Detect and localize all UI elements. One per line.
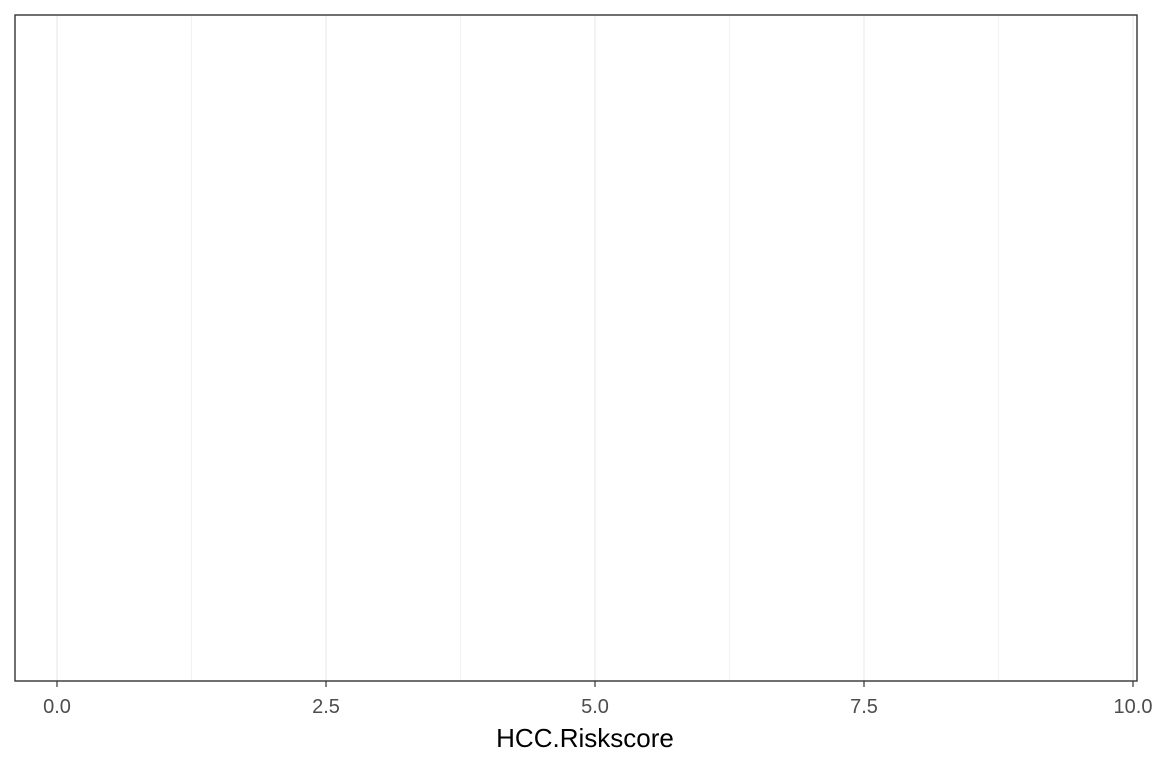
x-axis-tick-labels: 0.0 2.5 5.0 7.5 10.0 (43, 696, 1152, 718)
x-axis-ticks (56, 681, 1134, 687)
x-axis-title: HCC.Riskscore (496, 723, 674, 753)
panel-border (14, 14, 1138, 682)
x-tick-label-4: 10.0 (1114, 696, 1152, 718)
x-tick-label-3: 7.5 (850, 696, 878, 718)
x-tick-label-0: 0.0 (43, 696, 71, 718)
x-tick-label-1: 2.5 (312, 696, 340, 718)
x-tick-label-2: 5.0 (581, 696, 609, 718)
grid-lines (56, 15, 1134, 681)
